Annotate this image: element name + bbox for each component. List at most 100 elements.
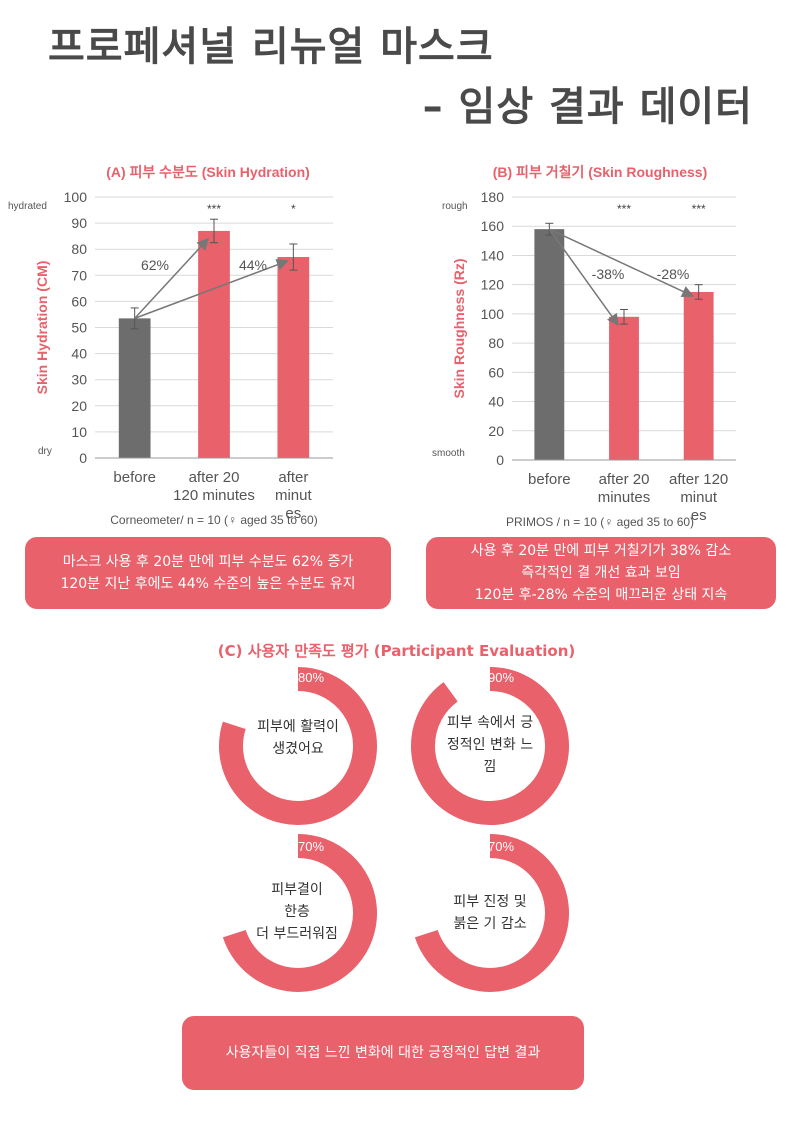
donut-item-3: 70% 피부결이 한층 더 부드러워짐 (218, 833, 378, 993)
evaluation-summary-box: 사용자들이 직접 느낀 변화에 대한 긍정적인 답변 결과 (182, 1016, 584, 1090)
donut-percent-4: 70% (488, 839, 515, 854)
donut-percent-3: 70% (298, 839, 325, 854)
chart-title: (A) 피부 수분도 (Skin Hydration) (106, 164, 310, 180)
y-axis-label: Skin Roughness (Rz) (451, 258, 467, 398)
change-arrow-2 (134, 259, 289, 320)
donut-label-1-line2: 생겼어요 (272, 741, 324, 757)
x-tick-label-3-1: after (278, 469, 308, 486)
donut-label-2-line1: 피부 속에서 긍 (446, 715, 534, 731)
bar-1 (534, 229, 565, 460)
x-tick-label-2-2: 120 minutes (173, 487, 255, 504)
donut-label-2-line3: 낌 (483, 759, 497, 775)
roughness-summary-line2: 즉각적인 결 개선 효과 보임 (521, 565, 681, 581)
donut-label-3-line2: 한층 (284, 904, 310, 920)
significance-3: * (291, 202, 296, 216)
change-label-2: 44% (239, 257, 267, 273)
y-tick-label-9: 180 (481, 189, 505, 205)
y-tick-label-3: 60 (488, 364, 504, 380)
donut-label-2: 피부 속에서 긍 정적인 변화 느 낌 (430, 712, 550, 778)
y-tick-label-2: 40 (488, 394, 504, 410)
donut-arc (222, 834, 377, 992)
chart-title: (B) 피부 거칠기 (Skin Roughness) (493, 164, 708, 180)
donut-ring-3 (219, 834, 377, 992)
significance-2: *** (617, 202, 631, 216)
donut-label-3-line3: 더 부드러워짐 (256, 926, 338, 942)
donut-label-4-line2: 붉은 기 감소 (453, 916, 527, 932)
roughness-summary-line3: 120분 후-28% 수준의 매끄러운 상태 지속 (474, 587, 728, 603)
y-tick-label-7: 140 (481, 247, 505, 263)
hydration-summary-line2: 120분 지난 후에도 44% 수준의 높은 수분도 유지 (60, 576, 356, 592)
donut-ring-4 (411, 834, 569, 992)
donut-label-3-line1: 피부결이 (271, 882, 323, 898)
change-label-2: -28% (657, 266, 690, 282)
y-tick-label-5: 50 (71, 320, 87, 336)
change-arrow-1 (134, 237, 210, 319)
y-tick-label-6: 120 (481, 277, 505, 293)
change-arrow-1 (548, 228, 619, 327)
change-arrow-2 (549, 228, 695, 297)
donut-item-4: 70% 피부 진정 및 붉은 기 감소 (410, 833, 570, 993)
donut-ring-1 (219, 667, 377, 825)
significance-3: *** (692, 202, 706, 216)
x-tick-label-3-2: minut (680, 489, 718, 506)
page-title-line2: – 임상 결과 데이터 (422, 84, 753, 130)
bar-3 (683, 291, 714, 460)
donut-arc (414, 834, 569, 992)
donut-label-4: 피부 진정 및 붉은 기 감소 (430, 891, 550, 935)
y-tick-label-1: 10 (71, 424, 87, 440)
y-tick-label-1: 20 (488, 423, 504, 439)
y-bottom-label: smooth (432, 448, 465, 459)
x-tick-label-3-1: after 120 (669, 471, 728, 488)
x-tick-label-2-2: minutes (598, 489, 651, 506)
y-top-label: rough (442, 201, 468, 212)
bar-1 (118, 318, 151, 458)
y-tick-label-0: 0 (79, 450, 87, 466)
bar-2 (609, 316, 639, 460)
hydration-summary-line1: 마스크 사용 후 20분 만에 피부 수분도 62% 증가 (62, 554, 354, 570)
y-tick-label-0: 0 (496, 452, 504, 468)
y-axis-label: Skin Hydration (CM) (34, 261, 50, 395)
evaluation-title: (C) 사용자 만족도 평가 (Participant Evaluation) (217, 642, 576, 660)
y-tick-label-4: 80 (488, 335, 504, 351)
roughness-chart: (B) 피부 거칠기 (Skin Roughness) 0 20 40 60 80 100 1… (432, 164, 736, 529)
footnote: Corneometer/ n = 10 (♀ aged 35 to 60) (110, 513, 317, 527)
donut-label-3: 피부결이 한층 더 부드러워짐 (232, 879, 362, 945)
y-tick-label-9: 90 (71, 215, 87, 231)
y-tick-label-2: 20 (71, 398, 87, 414)
x-tick-label-3-3: es (691, 507, 707, 524)
donut-ring-2 (411, 667, 569, 825)
donut-arc (411, 667, 569, 825)
roughness-summary-box: 사용 후 20분 만에 피부 거칠기가 38% 감소 즉각적인 결 개선 효과 … (426, 537, 776, 609)
y-tick-label-8: 160 (481, 218, 505, 234)
y-tick-label-10: 100 (64, 189, 88, 205)
x-tick-label-3-2: minut (275, 487, 313, 504)
change-label-1: -38% (592, 266, 625, 282)
y-tick-label-8: 80 (71, 241, 87, 257)
hydration-chart: (A) 피부 수분도 (Skin Hydration) 0 10 20 30 40 50 60… (8, 164, 333, 527)
donut-arc (219, 667, 377, 825)
y-tick-label-5: 100 (481, 306, 505, 322)
y-tick-label-4: 40 (71, 346, 87, 362)
y-top-label: hydrated (8, 201, 47, 212)
x-tick-label-2-1: after 20 (599, 471, 650, 488)
hydration-summary-box: 마스크 사용 후 20분 만에 피부 수분도 62% 증가 120분 지난 후에… (25, 537, 391, 609)
donut-label-4-line1: 피부 진정 및 (453, 894, 527, 910)
bar-3 (277, 257, 310, 458)
x-tick-label-1-1: before (528, 471, 571, 488)
x-tick-label-1-1: before (113, 469, 156, 486)
significance-2: *** (207, 202, 221, 216)
donut-label-1-line1: 피부에 활력이 (257, 719, 339, 735)
x-tick-label-2-1: after 20 (189, 469, 240, 486)
y-bottom-label: dry (38, 446, 52, 457)
x-tick-label-3-3: es (285, 505, 301, 522)
evaluation-summary-line1: 사용자들이 직접 느낀 변화에 대한 긍정적인 답변 결과 (225, 1045, 541, 1061)
y-tick-label-3: 30 (71, 372, 87, 388)
donut-percent-1: 80% (298, 670, 325, 685)
donut-item-1: 80% 피부에 활력이 생겼어요 (218, 666, 378, 826)
donut-label-1: 피부에 활력이 생겼어요 (238, 716, 358, 760)
y-tick-label-7: 70 (71, 267, 87, 283)
donut-item-2: 90% 피부 속에서 긍 정적인 변화 느 낌 (410, 666, 570, 826)
change-label-1: 62% (141, 257, 169, 273)
roughness-summary-line1: 사용 후 20분 만에 피부 거칠기가 38% 감소 (470, 543, 732, 559)
y-tick-label-6: 60 (71, 293, 87, 309)
